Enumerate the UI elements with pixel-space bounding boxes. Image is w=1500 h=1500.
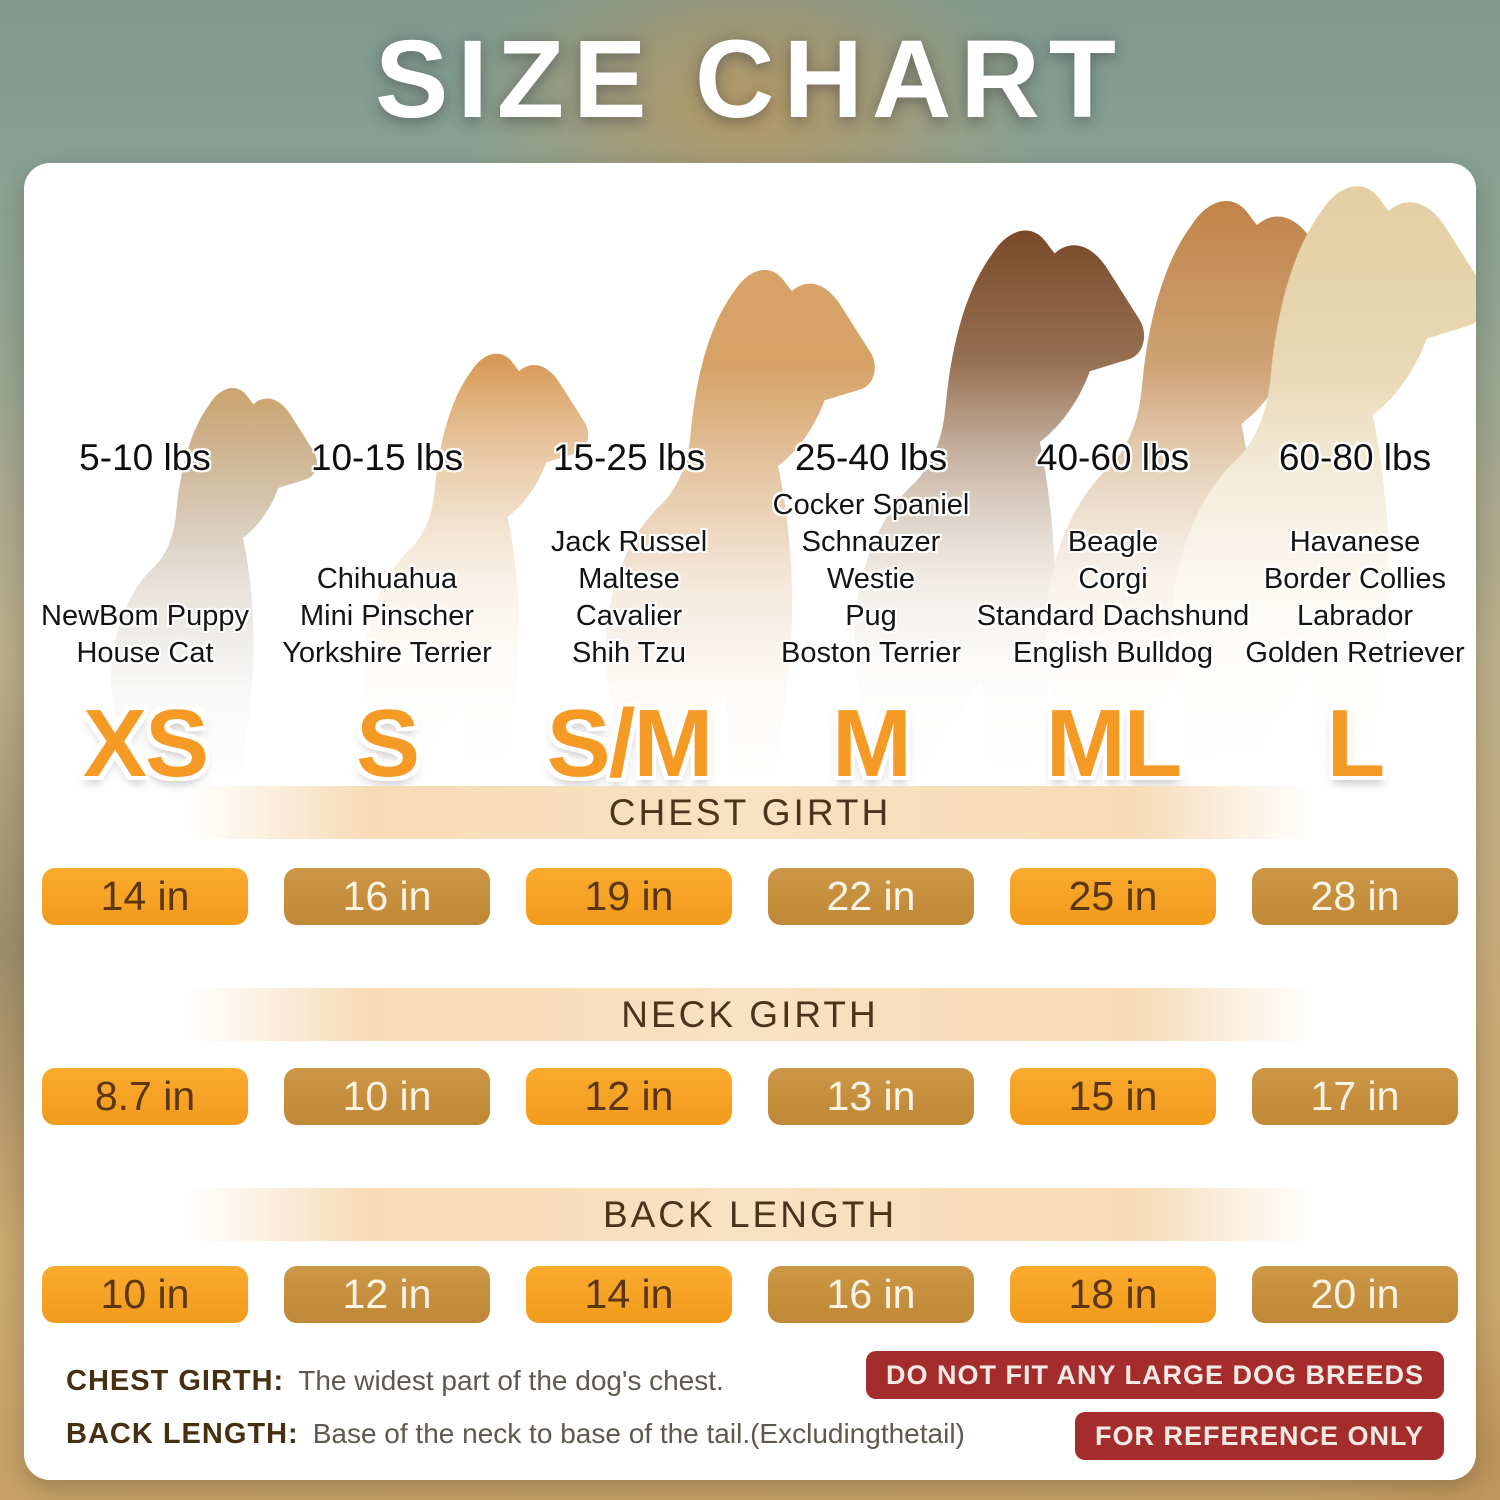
measure-pill: 15 in: [1010, 1068, 1216, 1125]
size-code-label: S/M: [546, 690, 714, 797]
measure-pill: 16 in: [768, 1266, 974, 1323]
breed-item: NewBom Puppy: [41, 600, 249, 632]
breed-list: Jack Russel Maltese Cavalier Shih Tzu: [468, 524, 790, 672]
breed-item: Yorkshire Terrier: [282, 637, 492, 669]
breed-item: Labrador: [1296, 600, 1414, 632]
measure-pill: 10 in: [284, 1068, 490, 1125]
size-chart-card: 5-10 lbs NewBom Puppy House Cat XS 10-15 lbs…: [24, 163, 1476, 1480]
breed-list: Beagle Corgi Standard Dachshund English Bul…: [952, 524, 1274, 672]
breed-list: Cocker Spaniel Schnauzer Westie Pug Boston T…: [710, 487, 1032, 672]
measure-pill-row: 14 in 16 in 19 in 22 in 25 in 28 in: [24, 868, 1476, 925]
measurement-note: CHEST GIRTH: The widest part of the dog's…: [66, 1365, 724, 1398]
note-label: BACK LENGTH:: [66, 1418, 299, 1450]
measure-band: BACK LENGTH: [188, 1188, 1312, 1241]
breed-item: Westie: [826, 563, 916, 595]
size-columns: 5-10 lbs NewBom Puppy House Cat XS 10-15 lbs…: [24, 437, 1476, 792]
measure-band-label: CHEST GIRTH: [608, 791, 892, 833]
measure-pill: 12 in: [284, 1266, 490, 1323]
size-column: 10-15 lbs Chihuahua Mini Pinscher Yorkshire…: [266, 437, 508, 792]
breed-item: Standard Dachshund: [976, 600, 1250, 632]
measure-pill: 13 in: [768, 1068, 974, 1125]
weight-label: 60-80 lbs: [1278, 437, 1432, 478]
breed-item: Maltese: [578, 563, 680, 595]
measure-band-label: BACK LENGTH: [602, 1193, 898, 1235]
breed-item: House Cat: [76, 637, 214, 669]
size-column: 60-80 lbs Havanese Border Collies Labrador G…: [1234, 437, 1476, 792]
breed-list: Havanese Border Collies Labrador Golden Ret…: [1194, 524, 1476, 672]
measure-pill: 16 in: [284, 868, 490, 925]
measure-pill: 25 in: [1010, 868, 1216, 925]
dog-fade-overlay: [24, 163, 1476, 788]
size-code-label: ML: [1045, 690, 1183, 797]
breed-item: Beagle: [1067, 526, 1159, 558]
size-code-label: XS: [82, 690, 209, 797]
size-column: 15-25 lbs Jack Russel Maltese Cavalier Shih …: [508, 437, 750, 792]
measure-pill: 22 in: [768, 868, 974, 925]
measure-pill: 28 in: [1252, 868, 1458, 925]
breed-item: Chihuahua: [316, 563, 458, 595]
breed-item: Mini Pinscher: [299, 600, 475, 632]
note-label: CHEST GIRTH:: [66, 1365, 285, 1397]
page-title: SIZE CHART: [375, 18, 1125, 141]
breed-item: English Bulldog: [1013, 637, 1213, 669]
breed-item: Cocker Spaniel: [772, 489, 970, 521]
measure-pill: 12 in: [526, 1068, 732, 1125]
note-text: Base of the neck to base of the tail.(Ex…: [312, 1418, 965, 1449]
breed-item: Golden Retriever: [1245, 637, 1465, 669]
warning-badge: FOR REFERENCE ONLY: [1074, 1412, 1444, 1460]
measurement-note: BACK LENGTH: Base of the neck to base of …: [66, 1418, 965, 1451]
measure-band-label: NECK GIRTH: [621, 993, 879, 1035]
measure-pill-row: 8.7 in 10 in 12 in 13 in 15 in 17 in: [24, 1068, 1476, 1125]
weight-label: 25-40 lbs: [794, 437, 948, 478]
note-text: The widest part of the dog's chest.: [298, 1365, 724, 1396]
measure-pill: 8.7 in: [42, 1068, 248, 1125]
breed-item: Shih Tzu: [572, 637, 686, 669]
breed-item: Border Collies: [1263, 563, 1447, 595]
measure-pill-row: 10 in 12 in 14 in 16 in 18 in 20 in: [24, 1266, 1476, 1323]
size-code-label: S: [355, 690, 420, 797]
breed-list: NewBom Puppy House Cat: [24, 598, 306, 672]
size-code-label: M: [832, 690, 912, 797]
breed-item: Pug: [845, 600, 897, 632]
measure-pill: 19 in: [526, 868, 732, 925]
breed-list: Chihuahua Mini Pinscher Yorkshire Terrier: [226, 561, 548, 672]
breed-item: Havanese: [1289, 526, 1421, 558]
size-column: 40-60 lbs Beagle Corgi Standard Dachshund En…: [977, 437, 1249, 792]
breed-item: Schnauzer: [801, 526, 941, 558]
weight-label: 15-25 lbs: [552, 437, 706, 478]
breed-item: Cavalier: [575, 600, 683, 632]
measure-band: CHEST GIRTH: [188, 786, 1312, 839]
weight-label: 40-60 lbs: [1036, 437, 1190, 478]
size-column: 5-10 lbs NewBom Puppy House Cat XS: [24, 437, 266, 792]
size-code-label: L: [1326, 690, 1386, 797]
breed-item: Jack Russel: [550, 526, 708, 558]
measure-pill: 14 in: [526, 1266, 732, 1323]
breed-item: Corgi: [1078, 563, 1148, 595]
weight-label: 5-10 lbs: [79, 437, 211, 478]
size-column: 25-40 lbs Cocker Spaniel Schnauzer Westie Pu…: [750, 437, 992, 792]
measure-pill: 14 in: [42, 868, 248, 925]
measure-pill: 17 in: [1252, 1068, 1458, 1125]
measure-band: NECK GIRTH: [188, 988, 1312, 1041]
weight-label: 10-15 lbs: [310, 437, 464, 478]
measure-pill: 18 in: [1010, 1266, 1216, 1323]
measure-pill: 20 in: [1252, 1266, 1458, 1323]
measure-pill: 10 in: [42, 1266, 248, 1323]
breed-item: Boston Terrier: [781, 637, 961, 669]
warning-badge: DO NOT FIT ANY LARGE DOG BREEDS: [865, 1351, 1444, 1399]
